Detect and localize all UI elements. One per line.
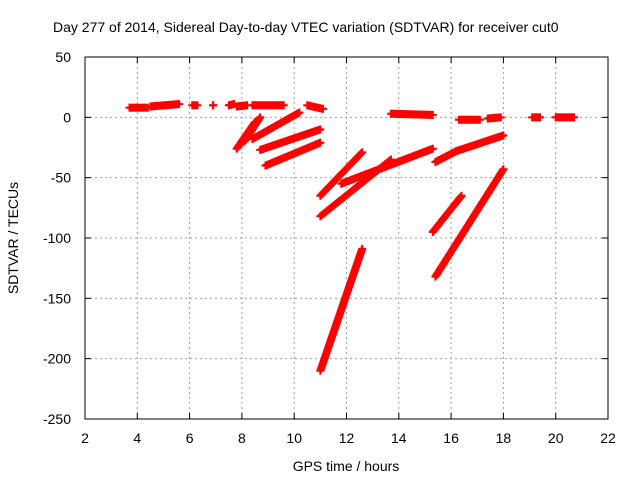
x-tick-label: 20	[548, 430, 564, 446]
y-tick-label: -200	[43, 351, 71, 367]
data-segment	[483, 113, 505, 123]
chart-title: Day 277 of 2014, Sidereal Day-to-day VTE…	[53, 19, 559, 35]
plot-frame	[84, 56, 609, 420]
data-points	[125, 100, 579, 375]
x-tick-label: 16	[443, 430, 459, 446]
y-axis-label: SDTVAR / TECUs	[5, 182, 21, 294]
x-tick-label: 6	[186, 430, 194, 446]
data-segment	[248, 101, 288, 110]
data-segment	[386, 109, 437, 119]
data-segment	[316, 244, 367, 375]
data-segment	[528, 113, 545, 122]
x-tick-label: 8	[238, 430, 246, 446]
x-axis-label: GPS time / hours	[293, 458, 400, 474]
x-tick-label: 10	[286, 430, 302, 446]
data-segment	[209, 101, 218, 110]
data-segment	[248, 108, 304, 144]
data-segment	[316, 148, 367, 200]
x-tick-label: 22	[600, 430, 616, 446]
data-segment	[256, 125, 325, 154]
data-segment	[452, 131, 508, 156]
x-tick-labels: 2 4 6 8 10 12 14 16 18 20 22	[81, 430, 616, 446]
data-segment	[240, 113, 265, 146]
data-segment	[188, 101, 202, 110]
data-segment	[337, 144, 437, 188]
y-tick-label: -50	[51, 170, 71, 186]
y-tick-label: -150	[43, 290, 71, 306]
data-segment	[428, 191, 466, 236]
y-tick-labels: 50 0 -50 -100 -150 -200 -250	[43, 49, 71, 427]
y-tick-label: -250	[43, 411, 71, 427]
data-segment	[551, 113, 579, 122]
x-tick-label: 12	[339, 430, 355, 446]
x-tick-label: 2	[81, 430, 89, 446]
data-segment	[146, 100, 184, 111]
y-tick-label: 50	[55, 49, 71, 65]
x-tick-label: 4	[133, 430, 141, 446]
data-segment	[261, 138, 325, 170]
data-segment	[431, 165, 508, 281]
data-segment	[232, 101, 252, 111]
x-tick-label: 14	[391, 430, 407, 446]
data-segment	[303, 101, 327, 113]
data-segment	[454, 115, 484, 124]
y-tick-label: -100	[43, 230, 71, 246]
x-tick-label: 18	[496, 430, 512, 446]
y-tick-label: 0	[63, 109, 71, 125]
data-segment	[125, 103, 152, 112]
